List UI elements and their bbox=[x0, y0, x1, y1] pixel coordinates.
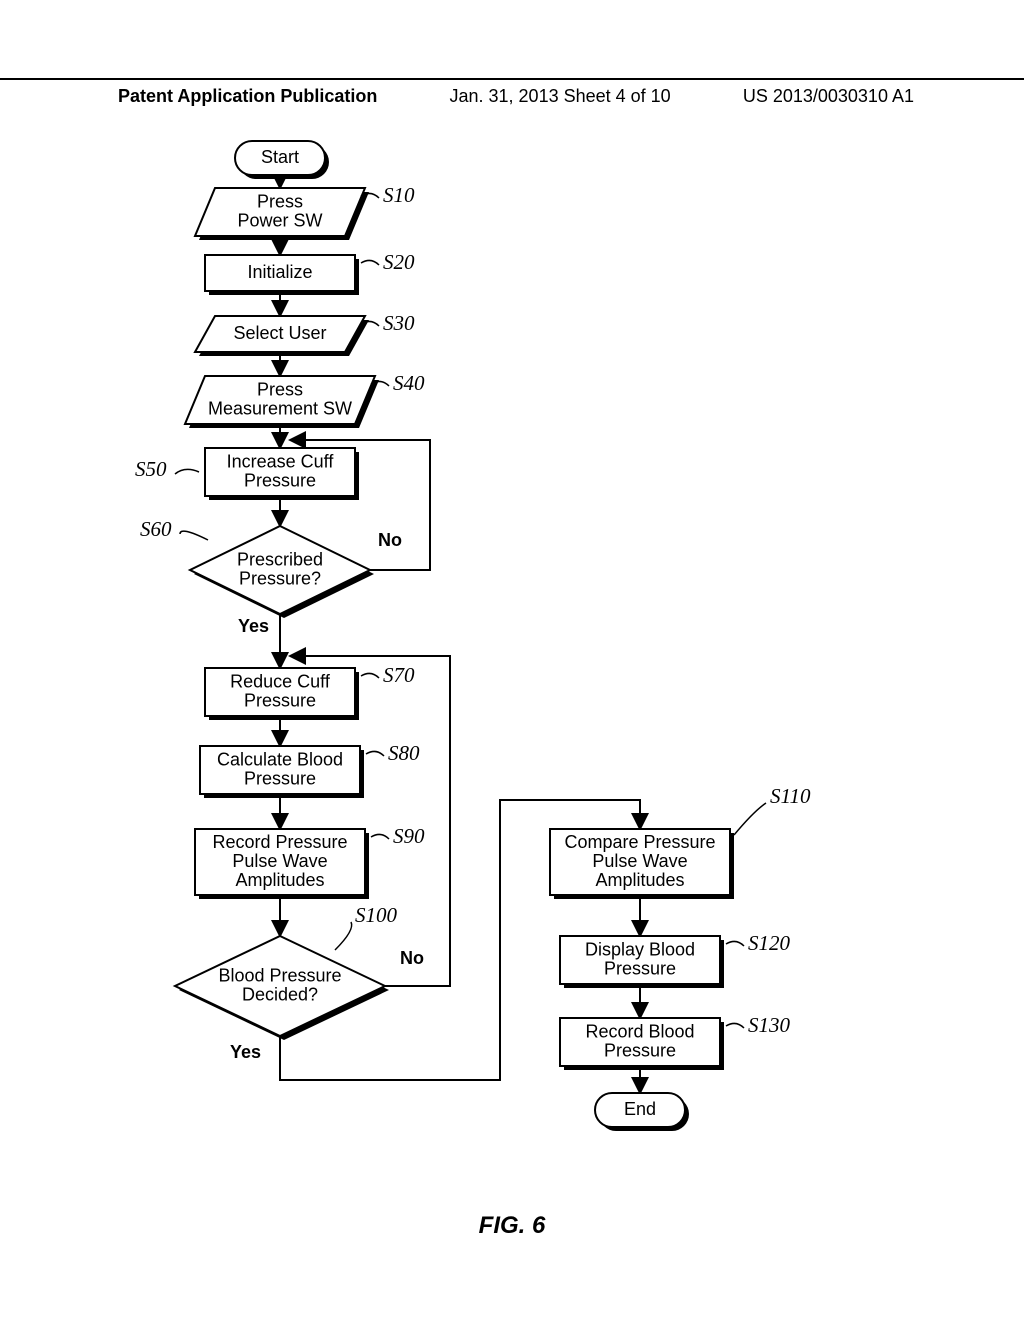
svg-text:S80: S80 bbox=[388, 741, 420, 765]
svg-text:End: End bbox=[624, 1099, 656, 1119]
node-s110: Compare PressurePulse WaveAmplitudes S110 bbox=[550, 784, 811, 899]
node-s50: Increase CuffPressure S50 bbox=[135, 448, 359, 500]
node-s10: PressPower SW S10 bbox=[195, 183, 415, 240]
node-start: Start bbox=[235, 141, 329, 179]
svg-text:Record Pressure: Record Pressure bbox=[212, 832, 347, 852]
svg-text:Amplitudes: Amplitudes bbox=[595, 870, 684, 890]
branch-s60_no: No bbox=[378, 530, 402, 550]
svg-text:S130: S130 bbox=[748, 1013, 791, 1037]
svg-text:S110: S110 bbox=[770, 784, 811, 808]
page: Patent Application Publication Jan. 31, … bbox=[0, 0, 1024, 1320]
svg-text:Initialize: Initialize bbox=[247, 262, 312, 282]
svg-text:S30: S30 bbox=[383, 311, 415, 335]
node-s130: Record BloodPressure S130 bbox=[560, 1013, 791, 1070]
svg-text:Press: Press bbox=[257, 379, 303, 399]
node-s70: Reduce CuffPressure S70 bbox=[205, 663, 415, 720]
svg-text:S90: S90 bbox=[393, 824, 425, 848]
svg-text:Record Blood: Record Blood bbox=[585, 1021, 694, 1041]
svg-text:S20: S20 bbox=[383, 250, 415, 274]
node-s90: Record PressurePulse WaveAmplitudes S90 bbox=[195, 824, 425, 899]
svg-text:S100: S100 bbox=[355, 903, 398, 927]
svg-text:Pressure: Pressure bbox=[604, 1040, 676, 1060]
svg-text:Pressure: Pressure bbox=[604, 958, 676, 978]
svg-text:Start: Start bbox=[261, 147, 299, 167]
svg-text:S10: S10 bbox=[383, 183, 415, 207]
node-s80: Calculate BloodPressure S80 bbox=[200, 741, 420, 798]
branch-s60_yes: Yes bbox=[238, 616, 269, 636]
figure-caption: FIG. 6 bbox=[0, 1212, 1024, 1240]
svg-text:S60: S60 bbox=[140, 517, 172, 541]
svg-text:S120: S120 bbox=[748, 931, 791, 955]
svg-text:S50: S50 bbox=[135, 457, 167, 481]
svg-text:Pressure: Pressure bbox=[244, 690, 316, 710]
svg-text:Pressure?: Pressure? bbox=[239, 568, 321, 588]
node-s60: PrescribedPressure? S60 bbox=[140, 517, 374, 618]
node-s120: Display BloodPressure S120 bbox=[560, 931, 791, 988]
svg-text:Blood Pressure: Blood Pressure bbox=[218, 965, 341, 985]
node-s40: PressMeasurement SW S40 bbox=[185, 371, 425, 428]
svg-text:Pulse Wave: Pulse Wave bbox=[592, 851, 687, 871]
node-end: End bbox=[595, 1093, 689, 1131]
svg-text:Pressure: Pressure bbox=[244, 470, 316, 490]
svg-text:S70: S70 bbox=[383, 663, 415, 687]
branch-s100_yes: Yes bbox=[230, 1042, 261, 1062]
svg-text:Power SW: Power SW bbox=[237, 210, 322, 230]
node-s30: Select User S30 bbox=[195, 311, 415, 356]
svg-text:Increase Cuff: Increase Cuff bbox=[227, 451, 335, 471]
svg-text:Select User: Select User bbox=[233, 323, 326, 343]
svg-text:Pulse Wave: Pulse Wave bbox=[232, 851, 327, 871]
node-s100: Blood PressureDecided? S100 bbox=[175, 903, 398, 1040]
svg-text:Amplitudes: Amplitudes bbox=[235, 870, 324, 890]
svg-text:Prescribed: Prescribed bbox=[237, 549, 323, 569]
node-s20: Initialize S20 bbox=[205, 250, 415, 295]
svg-text:Calculate Blood: Calculate Blood bbox=[217, 749, 343, 769]
svg-text:Measurement SW: Measurement SW bbox=[208, 398, 352, 418]
svg-text:Pressure: Pressure bbox=[244, 768, 316, 788]
svg-text:Reduce Cuff: Reduce Cuff bbox=[230, 671, 331, 691]
flowchart: StartPressPower SWS10InitializeS20Select… bbox=[0, 0, 1024, 1320]
svg-text:Press: Press bbox=[257, 191, 303, 211]
svg-text:S40: S40 bbox=[393, 371, 425, 395]
svg-text:Display Blood: Display Blood bbox=[585, 939, 695, 959]
svg-text:Decided?: Decided? bbox=[242, 984, 318, 1004]
svg-text:Compare Pressure: Compare Pressure bbox=[564, 832, 715, 852]
branch-s100_no: No bbox=[400, 948, 424, 968]
